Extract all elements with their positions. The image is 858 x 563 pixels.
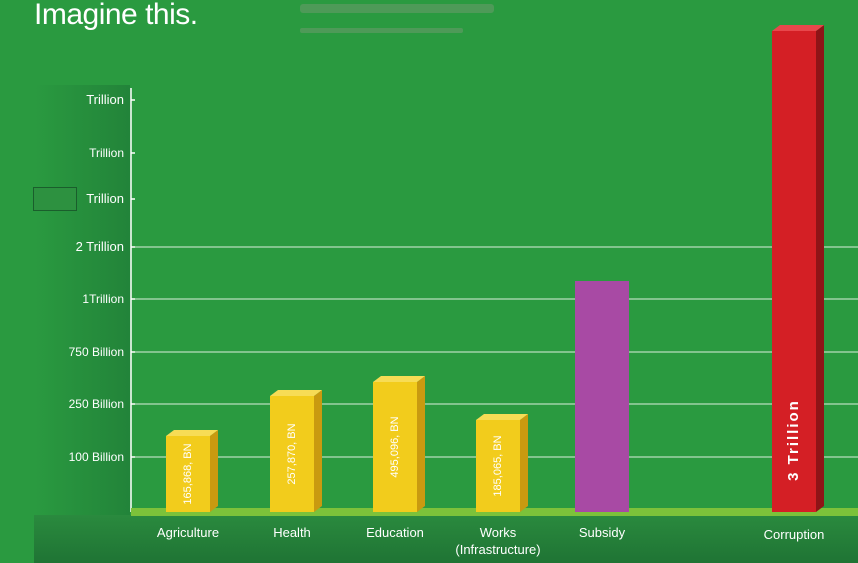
y-axis: 100 Billion 250 Billion 750 Billion 1Trilli… — [69, 88, 135, 512]
bar-top — [270, 390, 322, 396]
axis-shadow-panel — [34, 85, 130, 555]
bar — [476, 420, 520, 512]
bar-top — [476, 414, 528, 420]
y-tick-label: Trillion — [89, 146, 124, 160]
bar — [166, 436, 210, 512]
title-decoration-bar — [300, 4, 494, 13]
bar-side — [417, 376, 425, 512]
x-tick-label: (Infrastructure) — [455, 542, 540, 557]
x-tick-label: Education — [366, 525, 424, 540]
chart-title: Imagine this. — [34, 0, 198, 31]
bar-value-label: 495,096, BN — [389, 416, 401, 477]
bar-value-label: 165,868, BN — [182, 443, 194, 504]
x-axis-labels: Agriculture Health Education Works (Infrastr… — [157, 525, 824, 557]
y-tick-label: 750 Billion — [69, 345, 124, 359]
y-tick-label: 2 Trillion — [76, 239, 124, 254]
y-tick-label: 250 Billion — [69, 397, 124, 411]
bar-side — [314, 390, 322, 512]
title-decoration-bar-small — [300, 28, 463, 33]
x-tick-label: Health — [273, 525, 311, 540]
bar-side — [210, 430, 218, 512]
bar-top — [772, 25, 824, 31]
bar-value-label: 3 Trillion — [785, 399, 802, 481]
bar-value-label: 185,065, BN — [492, 435, 504, 496]
y-tick-label: 1Trillion — [82, 292, 124, 306]
x-tick-label: Subsidy — [579, 525, 626, 540]
bar — [575, 281, 629, 512]
x-tick-label: Agriculture — [157, 525, 219, 540]
bars: 165,868, BN 257,870, BN 495,096, BN 185,065… — [166, 25, 824, 512]
y-tick-label: 100 Billion — [69, 450, 124, 464]
decorative-box — [33, 187, 77, 211]
bottom-band — [34, 515, 858, 563]
bar — [373, 382, 417, 512]
x-tick-label: Corruption — [764, 527, 825, 542]
bar-side — [520, 414, 528, 512]
x-tick-label: Works — [480, 525, 517, 540]
bar-side — [816, 25, 824, 512]
bar-top — [166, 430, 218, 436]
bar-value-label: 257,870, BN — [286, 423, 298, 484]
bar — [270, 396, 314, 512]
bar-top — [373, 376, 425, 382]
bar — [772, 31, 816, 512]
y-tick-label: Trillion — [86, 92, 124, 107]
y-tick-label: Trillion — [86, 191, 124, 206]
